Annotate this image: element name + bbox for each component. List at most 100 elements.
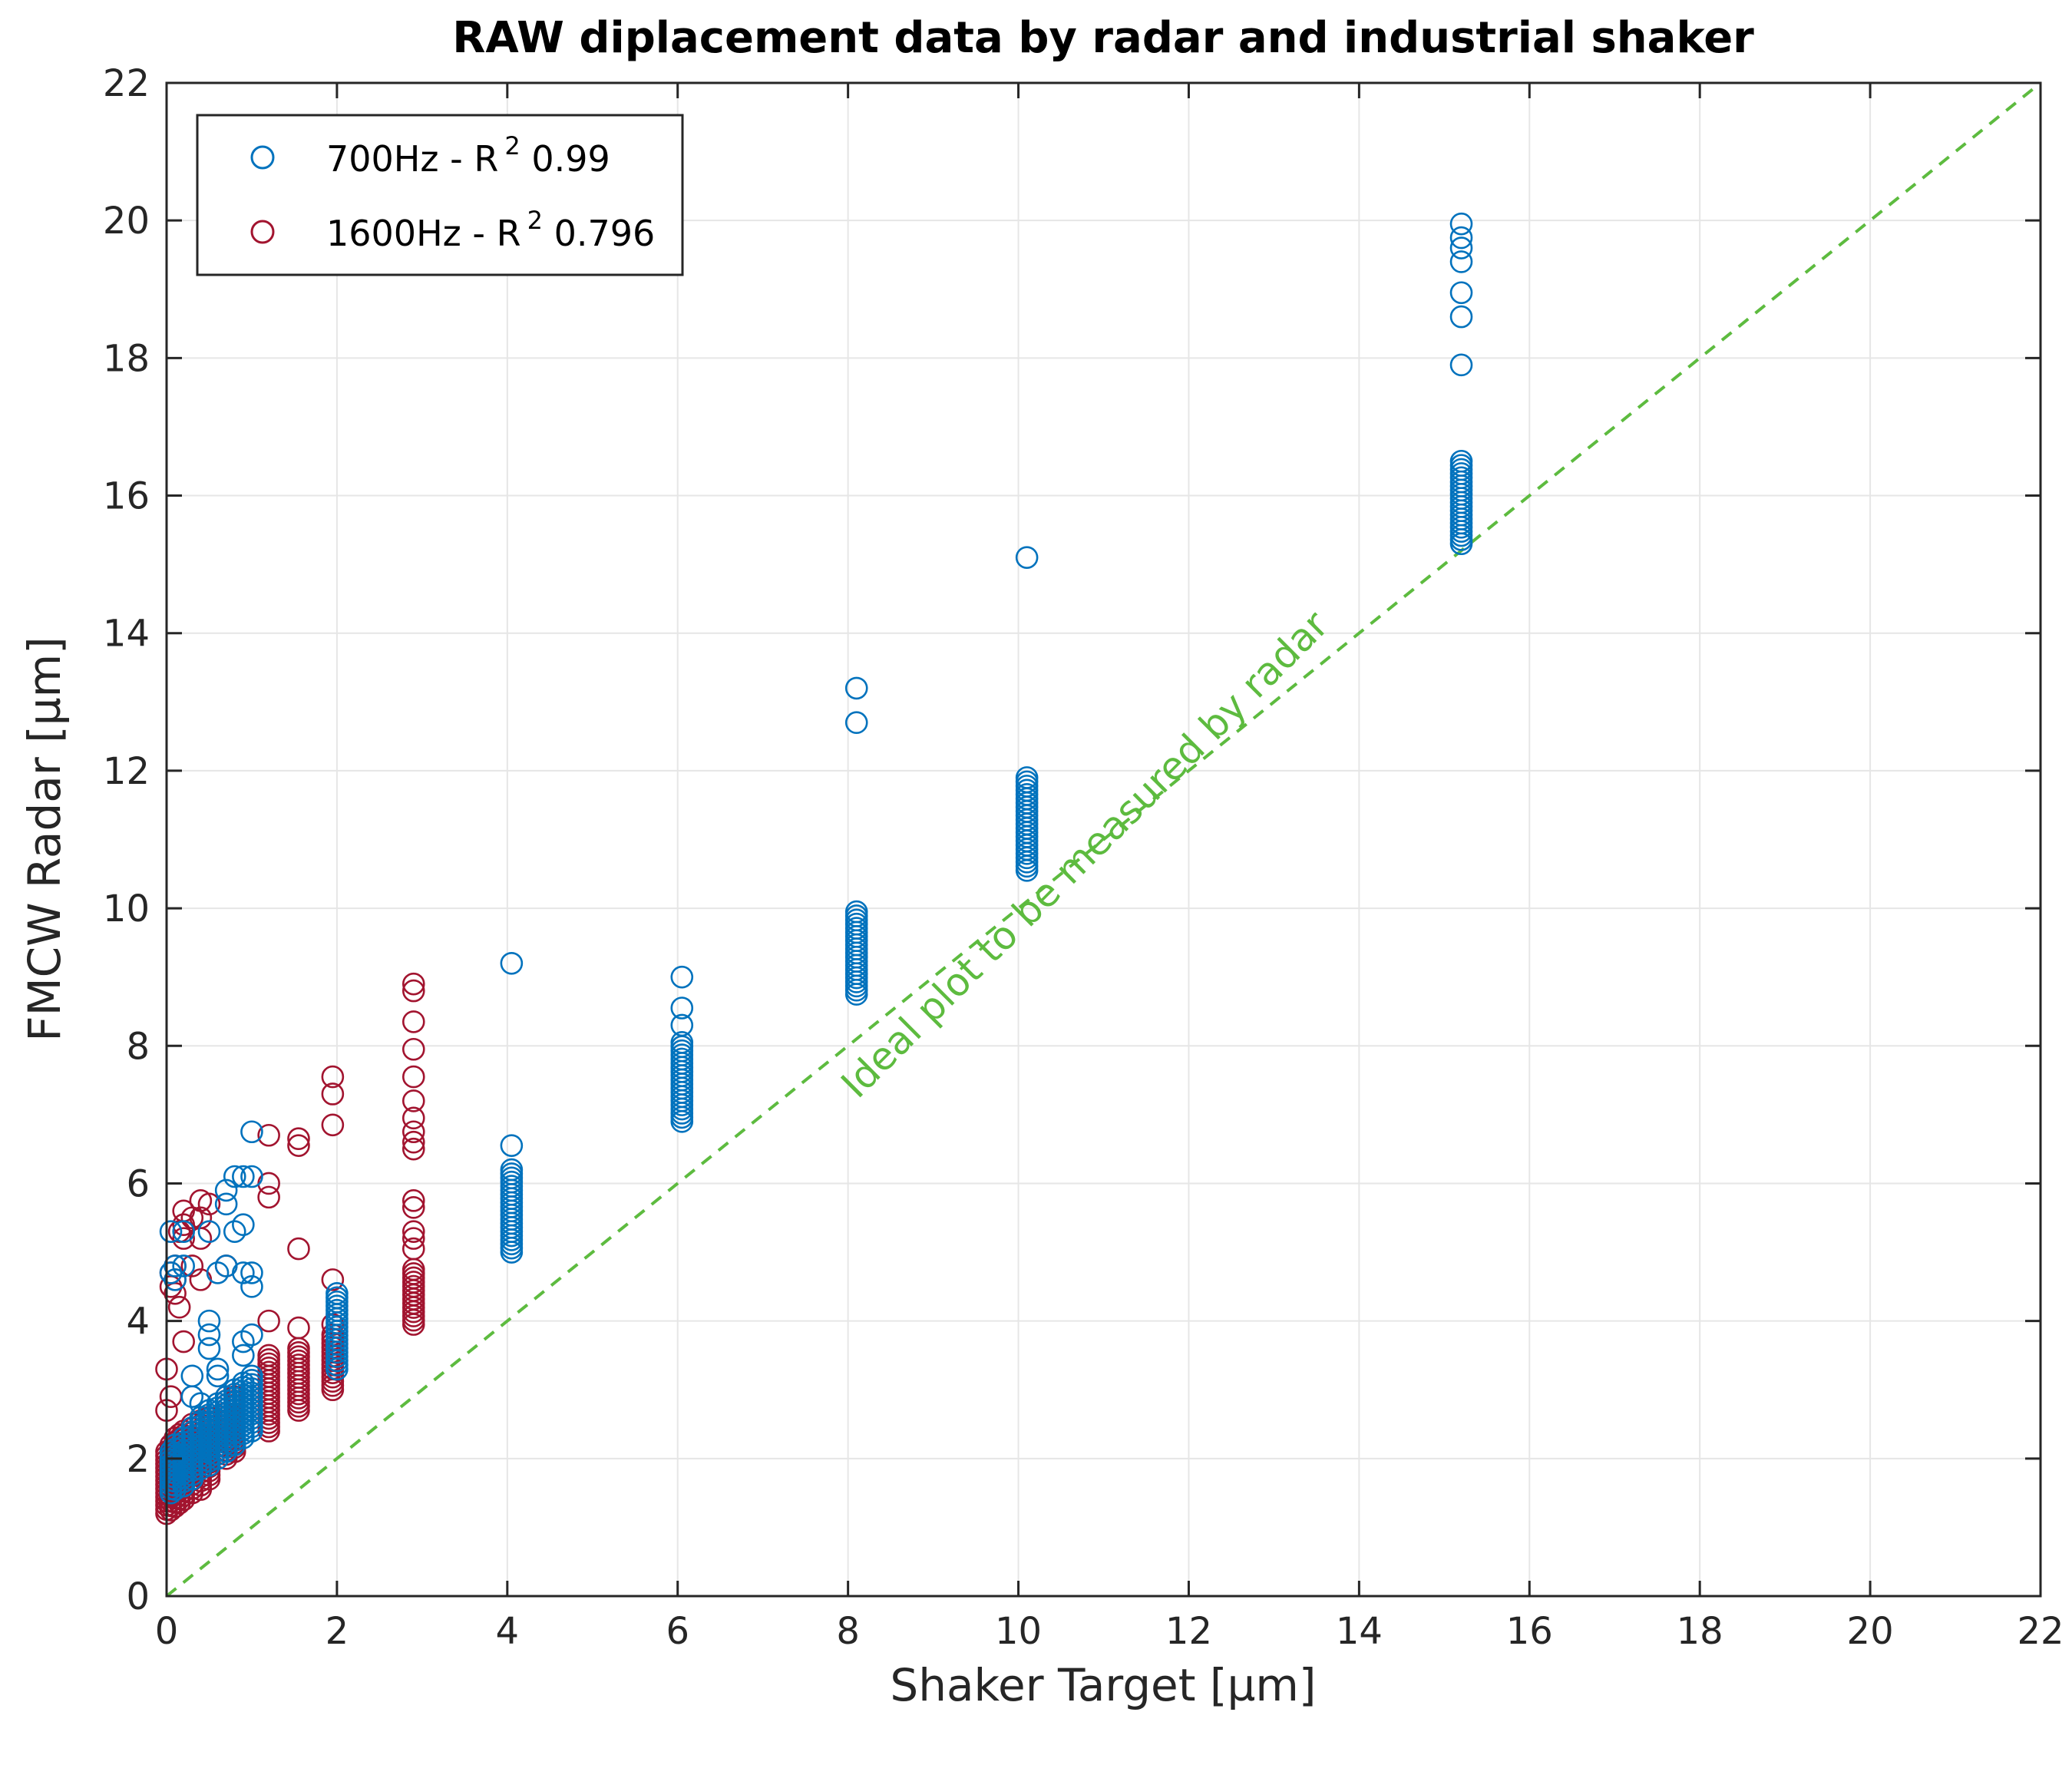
y-tick-label: 20 bbox=[103, 200, 150, 243]
x-tick-label: 10 bbox=[995, 1610, 1042, 1653]
point-1600hz-outlier bbox=[402, 1227, 425, 1250]
legend-1600hz-suffix: 0.796 bbox=[543, 213, 655, 254]
point-700hz-outlier bbox=[500, 951, 524, 975]
point-700hz bbox=[240, 1364, 263, 1388]
y-tick-label: 12 bbox=[103, 750, 150, 793]
point-700hz-outlier bbox=[670, 997, 694, 1020]
x-tick-label: 2 bbox=[326, 1610, 349, 1653]
plot-frame bbox=[165, 81, 2042, 1598]
point-700hz-outlier bbox=[214, 1192, 238, 1216]
legend-1600hz-sup: 2 bbox=[527, 206, 543, 235]
point-700hz-outlier bbox=[240, 1323, 263, 1347]
y-tick-label: 16 bbox=[103, 475, 150, 518]
point-700hz-outlier bbox=[232, 1261, 255, 1284]
grid bbox=[166, 82, 2041, 1597]
legend-700hz-sup: 2 bbox=[504, 131, 520, 160]
y-tick-label: 0 bbox=[126, 1575, 150, 1618]
y-tick-label: 4 bbox=[126, 1301, 150, 1344]
point-700hz-outlier bbox=[670, 1013, 694, 1037]
chart-title: RAW diplacement data by radar and indust… bbox=[452, 13, 1754, 63]
point-700hz-outlier bbox=[197, 1220, 221, 1243]
point-1600hz-outlier bbox=[402, 979, 425, 1003]
point-700hz-outlier bbox=[1449, 250, 1473, 273]
point-700hz bbox=[500, 1158, 524, 1182]
point-700hz-outlier bbox=[197, 1309, 221, 1333]
point-700hz-outlier bbox=[844, 676, 868, 700]
point-1600hz-outlier bbox=[321, 1268, 345, 1291]
legend-marker-700hz bbox=[250, 145, 275, 170]
x-tick-label: 22 bbox=[2017, 1610, 2064, 1653]
point-1600hz-outlier bbox=[402, 1220, 425, 1243]
point-700hz bbox=[1449, 449, 1473, 473]
point-700hz-outlier bbox=[1449, 236, 1473, 259]
legend-1600hz-prefix: 1600Hz - R bbox=[326, 213, 521, 254]
point-700hz-outlier bbox=[1449, 212, 1473, 236]
point-700hz-outlier bbox=[164, 1254, 187, 1277]
point-1600hz-outlier bbox=[257, 1123, 280, 1147]
point-1600hz-outlier bbox=[172, 1227, 195, 1250]
y-tick-label: 2 bbox=[126, 1438, 150, 1481]
ideal-line-group bbox=[165, 81, 2042, 1598]
point-700hz-outlier bbox=[197, 1337, 221, 1360]
point-700hz bbox=[844, 900, 868, 924]
y-tick-label: 14 bbox=[103, 613, 150, 656]
x-tick-label: 4 bbox=[496, 1610, 520, 1653]
point-1600hz-outlier bbox=[257, 1309, 280, 1333]
point-1600hz-outlier bbox=[402, 1089, 425, 1112]
point-700hz-outlier bbox=[206, 1261, 230, 1284]
x-tick-label: 16 bbox=[1506, 1610, 1553, 1653]
series-700hz bbox=[159, 212, 1473, 1505]
x-tick-label: 0 bbox=[155, 1610, 179, 1653]
point-1600hz-outlier bbox=[321, 1065, 345, 1089]
point-1600hz-outlier bbox=[287, 1127, 310, 1151]
point-700hz-outlier bbox=[232, 1330, 255, 1353]
point-700hz-outlier bbox=[180, 1385, 204, 1408]
point-1600hz-outlier bbox=[402, 1037, 425, 1061]
point-700hz-outlier bbox=[159, 1261, 183, 1284]
point-1600hz-outlier bbox=[257, 1185, 280, 1209]
x-tick-label: 8 bbox=[836, 1610, 860, 1653]
point-700hz-outlier bbox=[240, 1120, 263, 1144]
point-700hz-outlier bbox=[1449, 226, 1473, 250]
point-1600hz-outlier bbox=[402, 1189, 425, 1212]
y-axis-label: FMCW Radar [µm] bbox=[18, 636, 71, 1042]
point-1600hz-outlier bbox=[402, 1010, 425, 1033]
point-700hz-outlier bbox=[172, 1220, 195, 1243]
point-700hz-outlier bbox=[223, 1165, 246, 1188]
point-1600hz-outlier bbox=[197, 1192, 221, 1216]
point-700hz-outlier bbox=[670, 965, 694, 989]
x-tick-label: 12 bbox=[1165, 1610, 1212, 1653]
y-tick-label: 22 bbox=[103, 62, 150, 105]
point-700hz bbox=[1015, 766, 1039, 789]
point-700hz-outlier bbox=[232, 1213, 255, 1237]
point-700hz-outlier bbox=[1015, 546, 1039, 569]
point-1600hz-outlier bbox=[402, 1130, 425, 1154]
point-1600hz-outlier bbox=[402, 972, 425, 996]
point-700hz-outlier bbox=[240, 1261, 263, 1284]
point-700hz-outlier bbox=[206, 1357, 230, 1381]
point-1600hz-outlier bbox=[167, 1295, 191, 1319]
point-1600hz bbox=[257, 1344, 280, 1367]
x-tick-label: 14 bbox=[1336, 1610, 1383, 1653]
point-1600hz-outlier bbox=[402, 1120, 425, 1144]
point-700hz-outlier bbox=[206, 1364, 230, 1388]
point-1600hz-outlier bbox=[402, 1106, 425, 1130]
x-tick-label: 20 bbox=[1847, 1610, 1894, 1653]
point-1600hz-outlier bbox=[321, 1113, 345, 1137]
point-700hz-outlier bbox=[1449, 353, 1473, 377]
y-tick-label: 6 bbox=[126, 1162, 150, 1205]
point-700hz-outlier bbox=[240, 1165, 263, 1188]
legend-box bbox=[196, 114, 684, 276]
point-1600hz-outlier bbox=[180, 1254, 204, 1277]
x-tick-label: 18 bbox=[1677, 1610, 1723, 1653]
y-tick-label: 10 bbox=[103, 887, 150, 930]
point-1600hz-outlier bbox=[402, 1237, 425, 1261]
point-700hz-outlier bbox=[172, 1254, 195, 1277]
point-700hz-outlier bbox=[844, 711, 868, 734]
point-700hz-outlier bbox=[159, 1220, 183, 1243]
legend-700hz-suffix: 0.99 bbox=[520, 138, 610, 180]
